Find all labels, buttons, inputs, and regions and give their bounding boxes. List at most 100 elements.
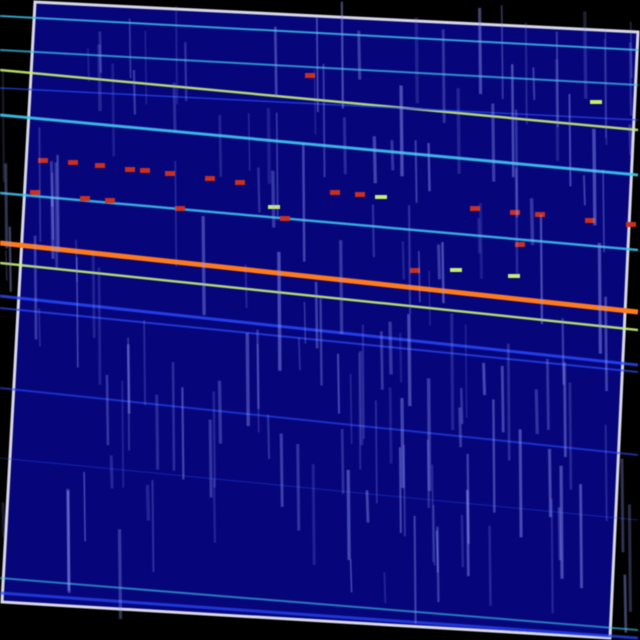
streak bbox=[5, 250, 8, 281]
spectral-band bbox=[0, 457, 639, 521]
streak bbox=[388, 387, 393, 464]
hot-spot bbox=[38, 158, 48, 163]
streak bbox=[144, 30, 148, 105]
streak bbox=[379, 331, 384, 390]
streak bbox=[127, 337, 130, 451]
streak bbox=[557, 507, 562, 561]
streak bbox=[1, 68, 5, 182]
streak bbox=[479, 203, 484, 279]
streak bbox=[128, 18, 132, 79]
streak bbox=[491, 103, 496, 182]
streak bbox=[298, 337, 301, 371]
streak bbox=[555, 59, 560, 161]
streak bbox=[50, 196, 55, 259]
hot-spot bbox=[175, 206, 185, 211]
streak bbox=[628, 42, 633, 116]
streak bbox=[212, 391, 216, 488]
streak bbox=[562, 362, 567, 458]
hot-spot bbox=[450, 268, 462, 272]
spectral-band bbox=[0, 15, 639, 51]
hot-spot bbox=[355, 192, 365, 197]
streak bbox=[427, 142, 431, 192]
streak bbox=[303, 301, 307, 344]
hot-spot bbox=[30, 190, 40, 195]
streak bbox=[414, 17, 419, 104]
streak bbox=[539, 214, 544, 325]
streak bbox=[301, 143, 306, 262]
streak bbox=[181, 387, 185, 480]
streak bbox=[458, 407, 463, 448]
hot-spot bbox=[68, 160, 78, 165]
streak bbox=[413, 515, 417, 624]
streak bbox=[121, 380, 125, 488]
streak bbox=[56, 154, 60, 253]
streak bbox=[390, 140, 395, 171]
streak bbox=[532, 67, 536, 100]
streak bbox=[561, 318, 565, 385]
streak bbox=[217, 380, 223, 444]
spectral-band bbox=[0, 577, 639, 631]
streak bbox=[400, 398, 405, 489]
streak bbox=[340, 1, 344, 109]
streak bbox=[401, 241, 406, 280]
streak bbox=[346, 469, 351, 560]
streak bbox=[279, 433, 284, 507]
streak bbox=[315, 17, 319, 113]
streak bbox=[256, 329, 260, 409]
streak bbox=[628, 124, 633, 156]
streak bbox=[359, 350, 364, 446]
streak bbox=[514, 109, 519, 218]
streak bbox=[500, 5, 504, 99]
streak bbox=[583, 11, 588, 99]
streak bbox=[629, 21, 633, 78]
streak bbox=[257, 167, 261, 213]
streak bbox=[436, 244, 442, 280]
streak bbox=[109, 455, 114, 489]
streak bbox=[98, 31, 103, 73]
hot-spot bbox=[330, 190, 340, 195]
streak bbox=[111, 63, 116, 157]
streak bbox=[201, 215, 206, 316]
hot-spot bbox=[268, 205, 280, 209]
streak bbox=[548, 448, 552, 518]
streak bbox=[271, 170, 276, 228]
hot-spot bbox=[80, 196, 90, 201]
streak bbox=[4, 163, 9, 249]
streak bbox=[340, 429, 345, 494]
streak bbox=[337, 353, 340, 414]
streak bbox=[151, 479, 155, 572]
streak bbox=[245, 333, 250, 427]
streak bbox=[398, 447, 402, 534]
streak bbox=[76, 257, 79, 368]
streak bbox=[432, 504, 436, 566]
streak bbox=[620, 458, 625, 553]
streak bbox=[256, 344, 260, 433]
streak bbox=[314, 281, 319, 349]
streak bbox=[603, 38, 607, 139]
streak bbox=[402, 444, 406, 537]
streak bbox=[49, 161, 54, 207]
streak bbox=[54, 162, 59, 268]
streak bbox=[602, 169, 605, 253]
streak bbox=[66, 489, 71, 591]
streak bbox=[511, 64, 515, 178]
streak bbox=[428, 270, 431, 326]
streak bbox=[184, 42, 188, 101]
streak bbox=[529, 198, 535, 245]
spectral-band bbox=[0, 49, 639, 86]
streak bbox=[592, 128, 597, 226]
streak bbox=[275, 112, 279, 217]
streak bbox=[582, 175, 586, 206]
streak bbox=[365, 490, 370, 523]
streak bbox=[460, 388, 464, 425]
streak bbox=[105, 374, 110, 446]
spectral-band bbox=[0, 591, 639, 640]
streak bbox=[174, 160, 178, 267]
streak bbox=[171, 362, 176, 471]
streak bbox=[477, 218, 482, 254]
hot-spot bbox=[205, 176, 215, 181]
streak bbox=[83, 472, 86, 542]
spectral-band bbox=[0, 261, 639, 332]
streak bbox=[349, 373, 353, 445]
